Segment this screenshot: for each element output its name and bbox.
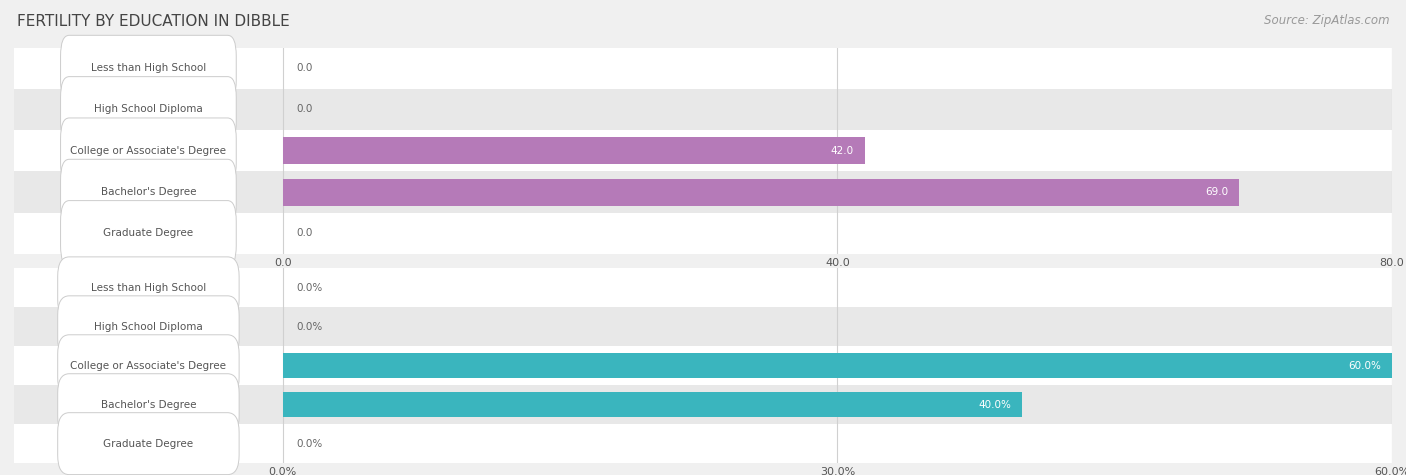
Text: College or Associate's Degree: College or Associate's Degree xyxy=(70,361,226,371)
Bar xyxy=(283,137,865,164)
Text: 0.0%: 0.0% xyxy=(297,438,323,449)
Bar xyxy=(283,392,1022,418)
Bar xyxy=(14,171,1392,213)
Text: Bachelor's Degree: Bachelor's Degree xyxy=(101,187,197,197)
Bar xyxy=(14,346,1392,385)
FancyBboxPatch shape xyxy=(58,296,239,358)
Text: High School Diploma: High School Diploma xyxy=(94,104,202,114)
Text: 0.0: 0.0 xyxy=(297,63,314,73)
Bar xyxy=(14,89,1392,130)
Bar xyxy=(14,48,1392,89)
Text: FERTILITY BY EDUCATION IN DIBBLE: FERTILITY BY EDUCATION IN DIBBLE xyxy=(17,14,290,29)
Bar xyxy=(14,307,1392,346)
Text: 0.0: 0.0 xyxy=(297,228,314,238)
Bar xyxy=(14,213,1392,254)
Text: 60.0%: 60.0% xyxy=(1348,361,1381,371)
Bar xyxy=(14,424,1392,463)
FancyBboxPatch shape xyxy=(60,76,236,142)
FancyBboxPatch shape xyxy=(60,200,236,266)
Text: Source: ZipAtlas.com: Source: ZipAtlas.com xyxy=(1264,14,1389,27)
Bar xyxy=(14,385,1392,424)
Text: Less than High School: Less than High School xyxy=(91,283,207,293)
Text: 0.0%: 0.0% xyxy=(297,283,323,293)
Text: College or Associate's Degree: College or Associate's Degree xyxy=(70,146,226,156)
FancyBboxPatch shape xyxy=(60,118,236,184)
Text: High School Diploma: High School Diploma xyxy=(94,322,202,332)
Text: Bachelor's Degree: Bachelor's Degree xyxy=(101,399,197,410)
Bar xyxy=(283,353,1392,379)
Text: Graduate Degree: Graduate Degree xyxy=(103,228,194,238)
FancyBboxPatch shape xyxy=(58,335,239,397)
Text: 69.0: 69.0 xyxy=(1205,187,1229,197)
Bar xyxy=(14,268,1392,307)
FancyBboxPatch shape xyxy=(58,374,239,436)
Text: 0.0%: 0.0% xyxy=(297,322,323,332)
Text: Less than High School: Less than High School xyxy=(91,63,207,73)
Text: 42.0: 42.0 xyxy=(831,146,853,156)
Text: 0.0: 0.0 xyxy=(297,104,314,114)
FancyBboxPatch shape xyxy=(60,35,236,101)
FancyBboxPatch shape xyxy=(58,257,239,319)
FancyBboxPatch shape xyxy=(58,413,239,475)
Bar xyxy=(14,130,1392,171)
Text: Graduate Degree: Graduate Degree xyxy=(103,438,194,449)
Text: 40.0%: 40.0% xyxy=(979,399,1011,410)
FancyBboxPatch shape xyxy=(60,159,236,225)
Bar xyxy=(283,179,1240,206)
